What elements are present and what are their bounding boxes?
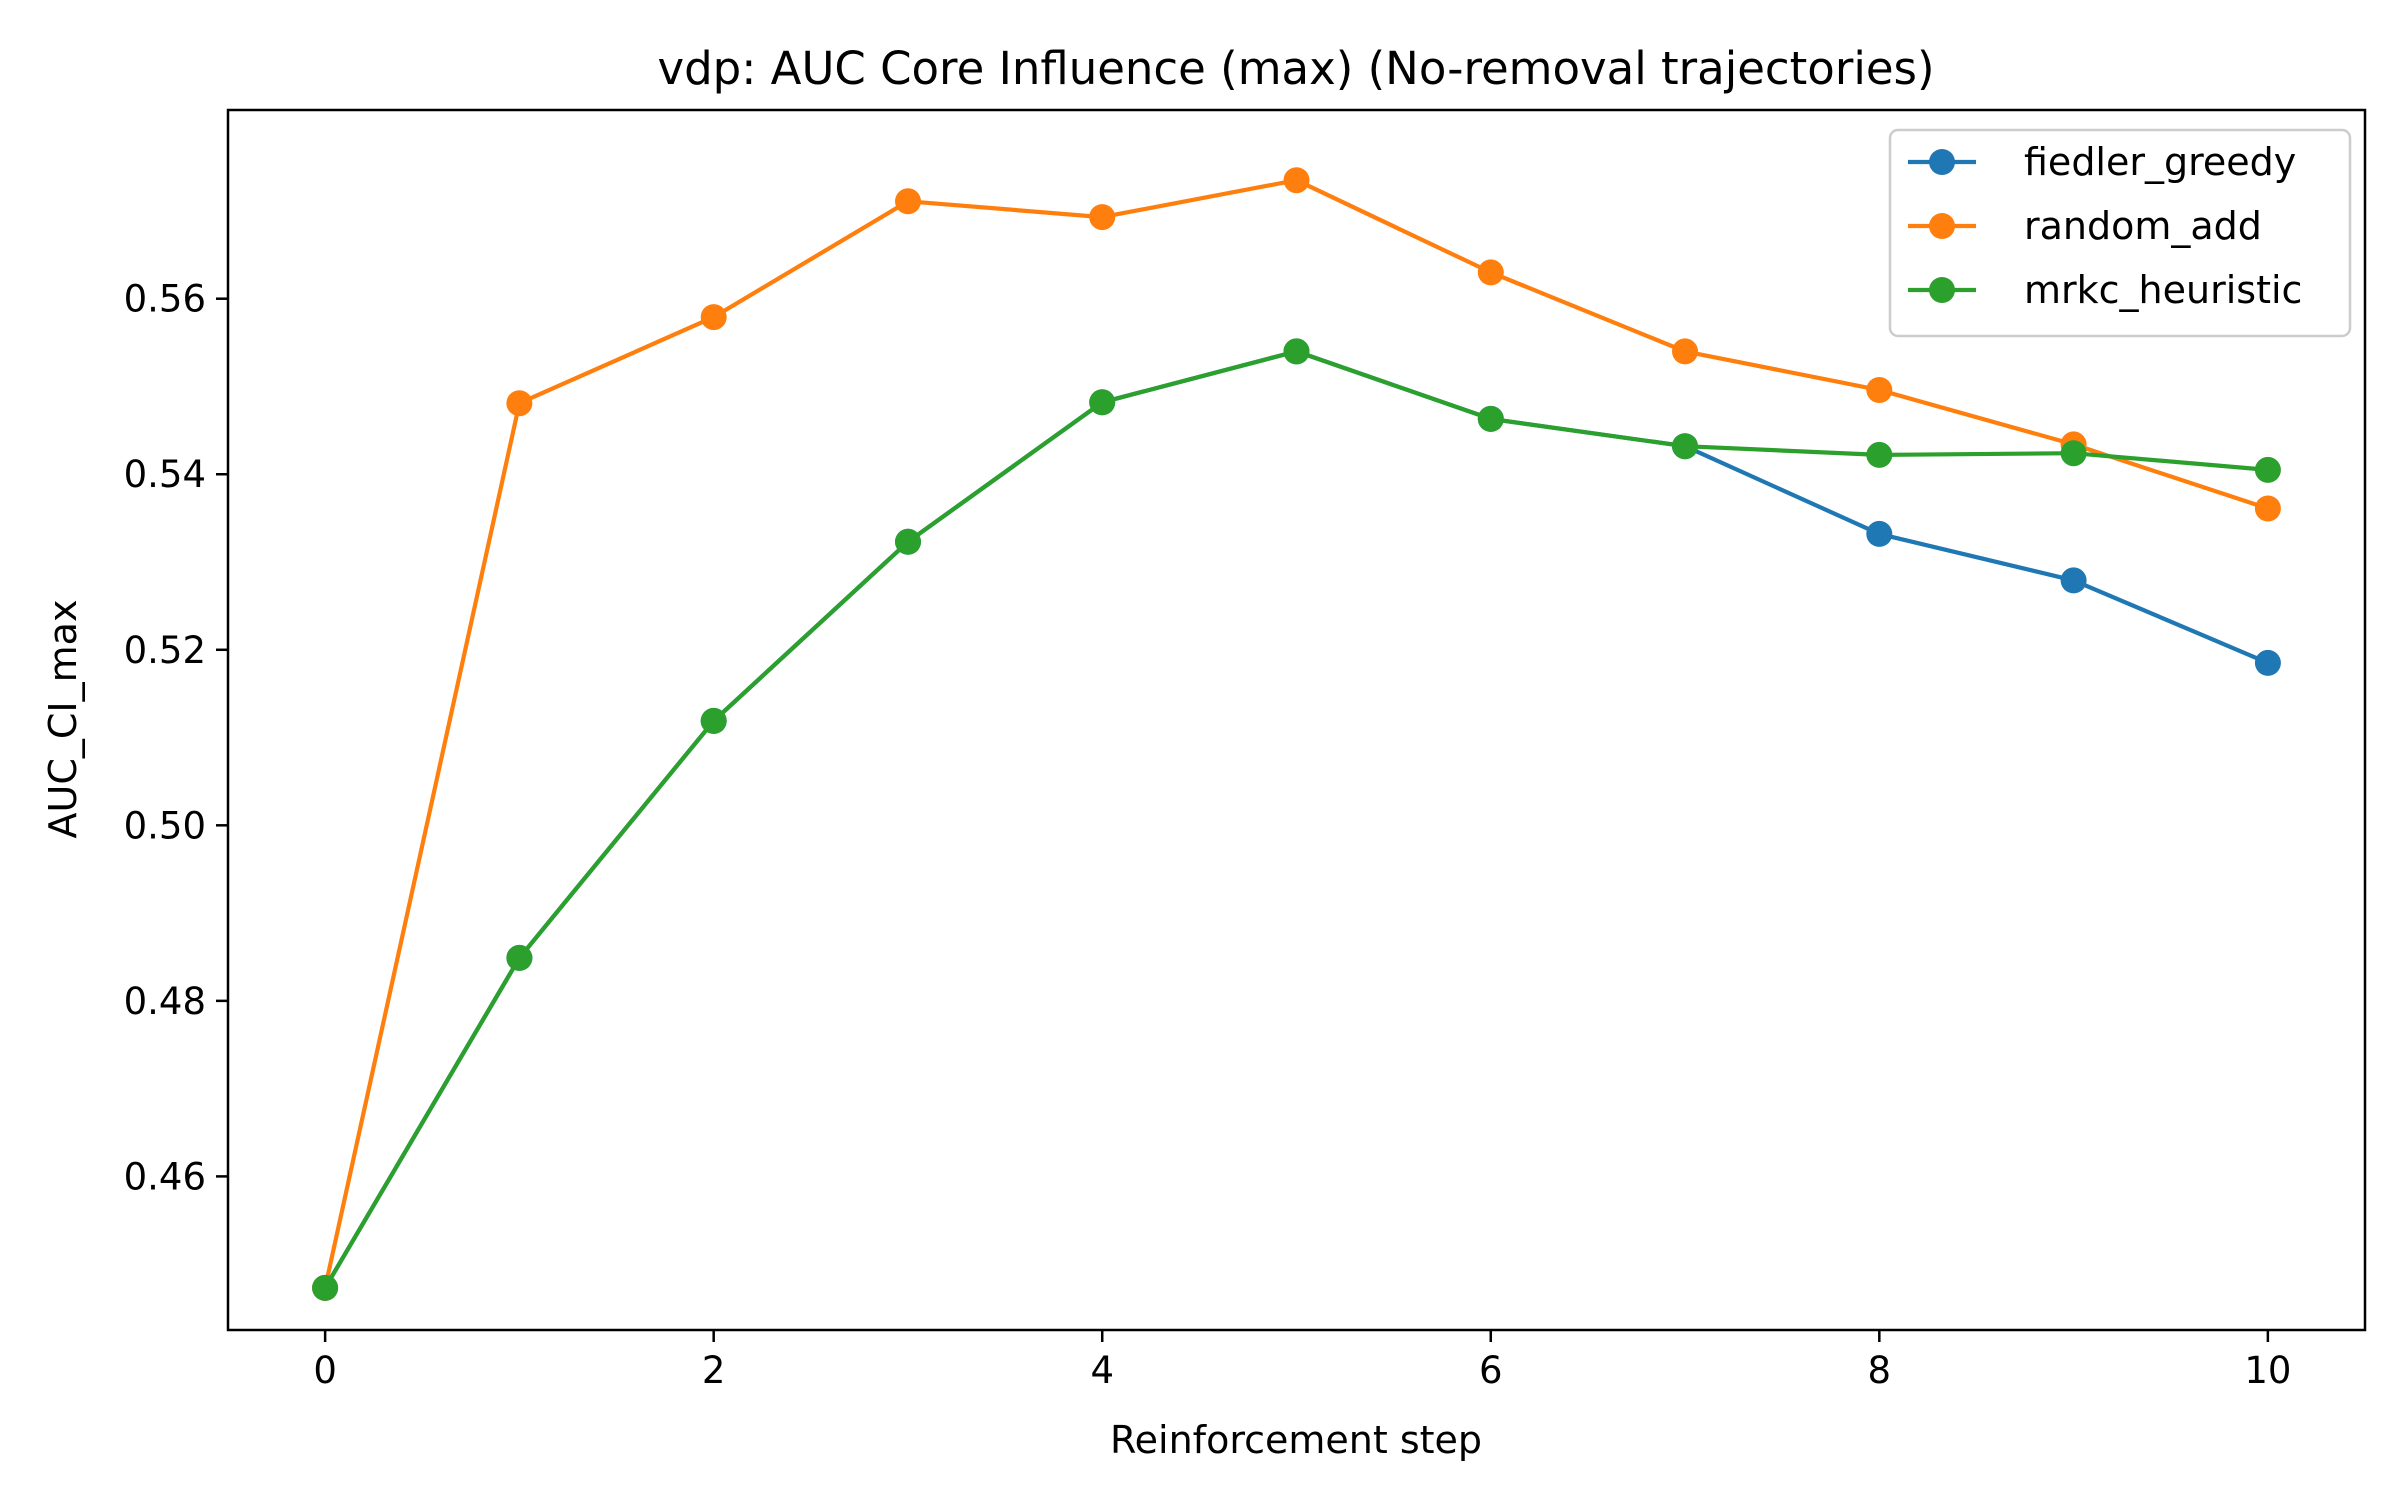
data-point-mrkc_heuristic-10 [2254,456,2281,483]
x-tick-label-2: 2 [702,1349,726,1392]
y-tick-label-0.48: 0.48 [124,980,206,1023]
y-tick-label-0.56: 0.56 [124,278,206,321]
axes: 0 2 4 6 8 10 0.46 0.48 0.50 0.52 0.54 0.56 [124,108,2367,1392]
data-point-mrkc_heuristic-6 [1477,405,1504,432]
data-point-random_add-5 [1283,167,1310,194]
legend-marker-fiedler_greedy [1929,149,1955,175]
x-tick-label-8: 8 [1868,1349,1892,1392]
data-point-random_add-8 [1866,377,1893,403]
y-tick-label-0.46: 0.46 [124,1155,206,1198]
x-tick-label-6: 6 [1479,1349,1503,1392]
data-point-mrkc_heuristic-9 [2060,440,2087,467]
plot-frame [226,108,2367,1332]
x-tick-label-0: 0 [313,1349,337,1392]
y-axis-title: AUC_CI_max [41,600,85,839]
legend-label-mrkc_heuristic: mrkc_heuristic [2024,268,2302,312]
data-point-random_add-10 [2254,495,2281,522]
data-point-random_add-1 [506,390,533,417]
legend-marker-random_add [1929,213,1955,239]
data-point-mrkc_heuristic-2 [700,707,727,734]
data-point-random_add-2 [700,304,727,331]
x-axis-title: Reinforcement step [1110,1418,1482,1462]
data-point-mrkc_heuristic-5 [1283,338,1310,365]
legend-label-random_add: random_add [2024,204,2262,248]
legend-marker-mrkc_heuristic [1929,277,1955,303]
data-point-fiedler_greedy-9 [2060,567,2087,594]
data-point-random_add-3 [895,188,921,215]
data-point-random_add-7 [1672,338,1698,365]
data-point-fiedler_greedy-10 [2254,649,2281,676]
legend-label-fiedler_greedy: fiedler_greedy [2024,140,2296,184]
data-point-mrkc_heuristic-4 [1089,389,1116,416]
data-point-mrkc_heuristic-1 [506,944,533,971]
legend-box [1888,128,2352,338]
data-point-mrkc_heuristic-3 [895,528,921,555]
data-point-mrkc_heuristic-0 [312,1274,339,1301]
x-tick-label-4: 4 [1090,1349,1114,1392]
data-point-random_add-6 [1477,259,1504,286]
chart-title: vdp: AUC Core Influence (max) (No-remova… [657,42,1934,95]
y-tick-label-0.50: 0.50 [124,804,206,847]
data-point-fiedler_greedy-8 [1866,520,1893,547]
plot-area [312,167,2281,1301]
data-point-mrkc_heuristic-8 [1866,441,1893,468]
data-point-random_add-4 [1089,204,1116,231]
x-tick-label-10: 10 [2244,1349,2291,1392]
y-tick-label-0.54: 0.54 [124,453,206,496]
legend: fiedler_greedy random_add mrkc_heuristic [1888,128,2352,338]
y-tick-label-0.52: 0.52 [124,629,206,672]
data-point-mrkc_heuristic-7 [1672,433,1698,460]
